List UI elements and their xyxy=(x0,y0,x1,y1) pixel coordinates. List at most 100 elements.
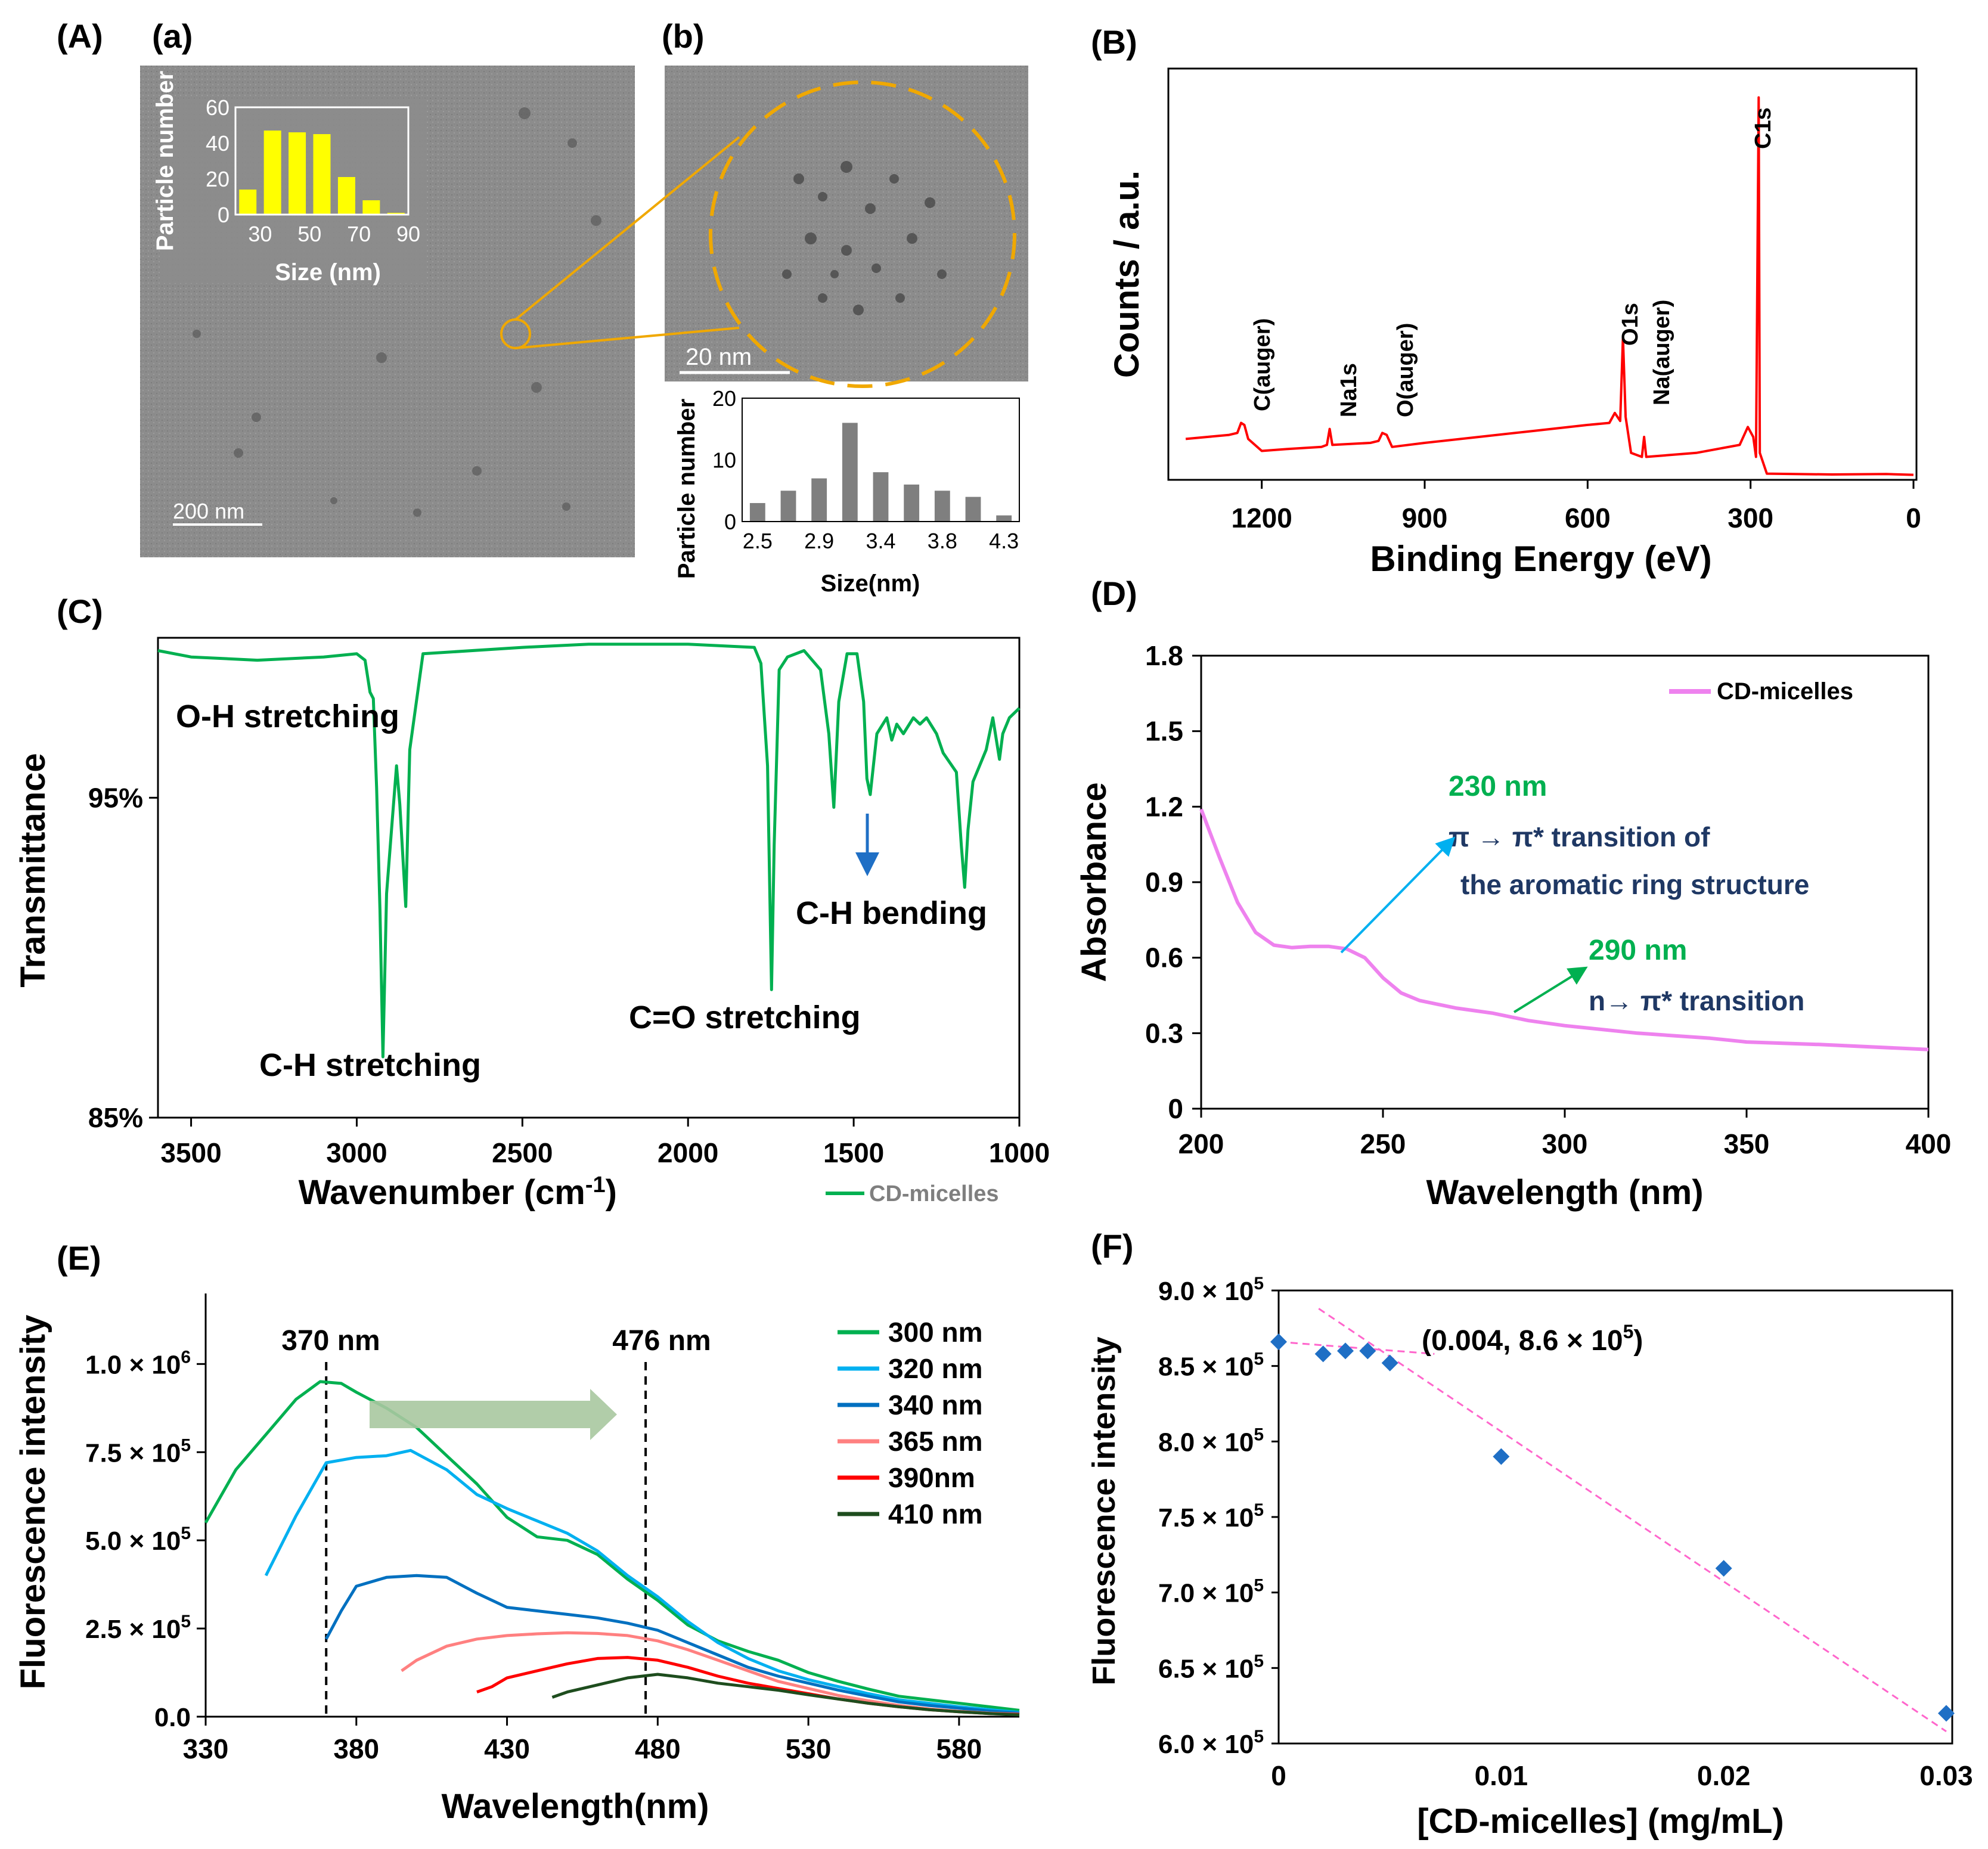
inset-b-bar xyxy=(780,491,796,522)
ylabel-E: Fluorescence intensity xyxy=(14,1315,52,1690)
ytick-label-E: 0.0 xyxy=(154,1703,191,1732)
legend-label-E: 300 nm xyxy=(888,1317,983,1348)
annotation-290nm-desc: n→ π* transition xyxy=(1589,985,1804,1016)
xlabel-B: Binding Energy (eV) xyxy=(1370,539,1711,579)
inset-b-xtick: 2.9 xyxy=(804,529,834,553)
emission-line xyxy=(324,1574,1020,1715)
tem-zoom-circle-b xyxy=(709,80,1016,388)
ytick-label-F: 6.5 × 105 xyxy=(1158,1651,1264,1683)
inset-b-xtick: 4.3 xyxy=(989,529,1019,553)
panel-label-b: (b) xyxy=(662,17,705,55)
xtick-label-E: 330 xyxy=(183,1733,229,1764)
inset-b-xlabel: Size(nm) xyxy=(821,570,920,597)
annotation-cmc-text: (0.004, 8.6 × 10 xyxy=(1422,1325,1623,1357)
inset-a-ytick: 0 xyxy=(218,203,229,227)
ytick-label-F-exponent: 5 xyxy=(1254,1500,1264,1520)
ytick-label-F-exponent: 5 xyxy=(1254,1349,1264,1369)
xtick-label-C: 3000 xyxy=(326,1137,387,1168)
peak-label-o-auger: O(auger) xyxy=(1393,323,1418,417)
legend-E: 300 nm 320 nm 340 nm 365 nm 390nm 410 nm xyxy=(838,1317,983,1530)
inset-a-ytick: 40 xyxy=(206,131,229,156)
annotation-230nm-desc1: π → π* transition of xyxy=(1449,821,1710,852)
data-point-F xyxy=(1938,1705,1955,1722)
annotation-ch-stretching: C-H stretching xyxy=(259,1047,481,1083)
annotations-C: O-H stretching C-H stretching C=O stretc… xyxy=(176,699,987,1083)
xlabel-C: Wavenumber (cm-1) xyxy=(299,1172,617,1212)
ftir-spectrum-line xyxy=(157,643,1021,1059)
annotation-476nm: 476 nm xyxy=(612,1325,711,1357)
inset-b-xtick: 3.4 xyxy=(866,529,895,553)
annotation-oh-stretching: O-H stretching xyxy=(176,699,399,734)
ytick-label-F: 6.0 × 105 xyxy=(1158,1727,1264,1759)
inset-a-frame xyxy=(234,106,410,216)
ytick-label-D: 1.5 xyxy=(1145,716,1183,747)
inset-b-chart: 0 10 20 2.5 2.9 3.4 3.8 4.3 xyxy=(712,386,1020,553)
xps-spectrum-line xyxy=(1185,96,1914,476)
tem-image-b xyxy=(665,66,1028,381)
inset-a-bar xyxy=(239,190,257,215)
ytick-label-E-mantissa: 2.5 × 10 xyxy=(85,1615,181,1644)
data-point-F xyxy=(1493,1448,1510,1465)
ytick-label-D: 0.3 xyxy=(1145,1017,1183,1048)
peak-labels-B: C(auger) Na1s O(auger) O1s Na(auger) C1s xyxy=(1250,107,1776,417)
xtick-label-B: 1200 xyxy=(1231,502,1292,533)
ytick-label-F-exponent: 5 xyxy=(1254,1576,1264,1596)
inset-b-ytick: 0 xyxy=(724,510,736,534)
inset-b-ytick: 20 xyxy=(712,386,736,411)
ytick-label-F-exponent: 5 xyxy=(1254,1425,1264,1444)
zoom-line-bottom xyxy=(515,327,740,349)
ytick-label-D: 1.8 xyxy=(1145,640,1183,671)
xtick-label-C: 2500 xyxy=(492,1137,553,1168)
inset-b-bar xyxy=(934,491,950,522)
ylabel-B: Counts / a.u. xyxy=(1108,170,1146,378)
emission-line xyxy=(551,1673,1020,1717)
plot-frame-C xyxy=(157,637,1021,1119)
xlabel-C-sup: -1 xyxy=(585,1172,606,1197)
ytick-label-F: 8.0 × 105 xyxy=(1158,1425,1264,1457)
legend-label-E: 390nm xyxy=(888,1462,975,1493)
panel-label-B: (B) xyxy=(1091,23,1137,61)
inset-a-ytick: 60 xyxy=(206,95,229,120)
ytick-label-E-exponent: 5 xyxy=(181,1435,191,1455)
xtick-label-C: 1500 xyxy=(823,1137,884,1168)
xtick-label-B: 600 xyxy=(1565,502,1611,533)
inset-a-bar xyxy=(337,177,355,215)
ytick-label-C: 85% xyxy=(88,1102,143,1133)
xtick-label-E: 380 xyxy=(333,1733,379,1764)
xlabel-C-end: ) xyxy=(606,1173,617,1212)
inset-b-bar xyxy=(842,423,858,522)
ytick-label-E: 2.5 × 105 xyxy=(85,1612,191,1644)
annotation-co-stretching: C=O stretching xyxy=(629,1000,861,1035)
annotation-370nm: 370 nm xyxy=(281,1325,380,1357)
ytick-label-F-mantissa: 8.5 × 10 xyxy=(1158,1352,1254,1382)
ytick-label-D: 0 xyxy=(1168,1093,1183,1124)
xlabel-C-text: Wavenumber (cm xyxy=(299,1173,585,1212)
data-point-F xyxy=(1337,1342,1354,1360)
ytick-label-E-exponent: 5 xyxy=(181,1524,191,1543)
legend-label-D: CD-micelles xyxy=(1717,678,1853,705)
annotation-290nm: 290 nm xyxy=(1589,935,1687,966)
legend-label-C: CD-micelles xyxy=(869,1181,999,1206)
peak-label-c-auger: C(auger) xyxy=(1250,318,1275,411)
ytick-label-E-mantissa: 7.5 × 10 xyxy=(85,1438,181,1468)
xtick-label-C: 1000 xyxy=(989,1137,1050,1168)
xtick-label-E: 530 xyxy=(786,1733,832,1764)
annotation-ch-bending: C-H bending xyxy=(796,895,987,931)
xtick-label-E: 430 xyxy=(484,1733,530,1764)
ytick-label-D: 1.2 xyxy=(1145,791,1183,822)
peak-label-o1s: O1s xyxy=(1618,303,1643,346)
trendline-F xyxy=(1318,1308,1947,1732)
tem-particles-a xyxy=(193,107,601,517)
ytick-label-C: 95% xyxy=(88,782,143,813)
panel-label-E: (E) xyxy=(57,1239,101,1277)
panel-label-C: (C) xyxy=(57,592,103,630)
data-point-F xyxy=(1381,1354,1398,1372)
xtick-label-E: 580 xyxy=(936,1733,982,1764)
inset-b-bar xyxy=(965,497,981,522)
inset-b-bar xyxy=(873,472,889,522)
chart-D: 200 250 300 350 400 0 0.3 0.6 0.9 1.2 1.5 1.8 xyxy=(1145,640,1951,1159)
xlabel-F: [CD-micelles] (mg/mL) xyxy=(1417,1802,1784,1841)
inset-b-bar xyxy=(996,515,1012,522)
